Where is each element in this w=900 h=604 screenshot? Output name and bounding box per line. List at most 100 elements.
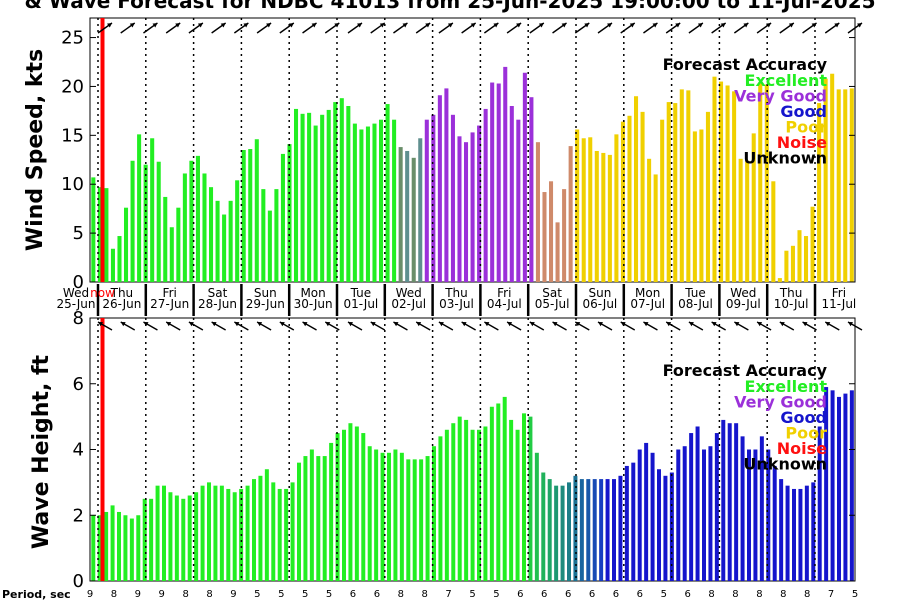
day-name-label: Tue xyxy=(684,286,706,300)
wave-bar xyxy=(168,492,173,581)
day-date-label: 01-Jul xyxy=(344,297,379,311)
wave-bar xyxy=(657,469,661,581)
wave-bar xyxy=(136,515,141,581)
wind-bar xyxy=(195,155,200,282)
wave-bar xyxy=(245,485,250,581)
wave-legend-excellent: Excellent xyxy=(745,377,828,396)
wind-bar xyxy=(352,123,357,282)
wave-direction-arrow-head xyxy=(370,322,376,327)
period-value: 8 xyxy=(398,589,404,600)
wave-direction-arrow-head xyxy=(552,322,558,327)
wave-bar xyxy=(271,482,276,582)
wave-bar xyxy=(213,485,218,581)
wave-bar xyxy=(612,479,616,581)
wind-bar xyxy=(784,250,789,282)
wave-bar xyxy=(740,436,745,581)
wind-bar xyxy=(326,109,331,282)
wave-bar xyxy=(110,505,115,581)
period-value: 6 xyxy=(541,589,547,600)
wave-bar xyxy=(187,495,192,581)
wind-direction-arrow-head xyxy=(857,23,862,28)
period-value: 6 xyxy=(350,589,356,600)
wind-bar xyxy=(189,160,194,282)
wave-bar xyxy=(785,485,790,581)
wind-bar xyxy=(503,66,508,282)
wind-bar xyxy=(732,91,737,282)
wind-direction-arrow-head xyxy=(584,23,590,28)
wind-ytick-label: 5 xyxy=(73,223,84,244)
wave-bar xyxy=(477,429,481,581)
wave-bar xyxy=(342,429,346,581)
wave-direction-arrow-head xyxy=(757,322,763,327)
wind-direction-arrow-head xyxy=(675,23,681,28)
wave-bar xyxy=(316,456,321,581)
wave-direction-arrow-head xyxy=(711,322,717,327)
day-date-label: 02-Jul xyxy=(391,297,426,311)
day-date-label: 11-Jul xyxy=(822,297,857,311)
wave-bar xyxy=(464,419,469,581)
wave-bar xyxy=(663,475,668,581)
wind-bar xyxy=(712,76,717,282)
wave-bar xyxy=(618,475,623,581)
wave-bar xyxy=(226,488,231,581)
wind-direction-arrow-head xyxy=(788,23,794,28)
wind-direction-arrow-head xyxy=(811,23,817,28)
wind-direction-arrow-head xyxy=(720,23,726,28)
wind-bar xyxy=(398,147,403,282)
wind-bar xyxy=(405,150,410,282)
period-value: 6 xyxy=(565,589,571,600)
wave-bar xyxy=(695,426,700,581)
wave-bar xyxy=(592,479,597,581)
wave-bar xyxy=(766,449,771,581)
wind-legend-unknown: Unknown xyxy=(743,149,827,168)
wave-bar xyxy=(181,498,186,581)
wind-direction-arrow-head xyxy=(107,23,112,28)
wave-bar xyxy=(849,390,854,581)
wave-direction-arrow-head xyxy=(234,322,240,327)
wave-bar xyxy=(322,456,327,581)
wind-direction-arrow-head xyxy=(152,23,158,28)
wind-bar xyxy=(261,189,266,282)
wave-bar xyxy=(329,442,334,581)
wave-bar xyxy=(721,419,726,581)
wind-direction-arrow-head xyxy=(470,23,476,28)
wind-bar xyxy=(705,111,710,283)
day-name-label: Fri xyxy=(497,286,511,300)
wave-bar xyxy=(174,495,179,581)
wind-bar xyxy=(176,207,181,282)
wind-direction-arrow-head xyxy=(243,23,249,28)
wave-bar xyxy=(759,436,764,581)
wind-direction-arrow-head xyxy=(516,23,522,28)
period-value: 8 xyxy=(780,589,786,600)
wind-bar xyxy=(130,160,135,282)
wave-bar xyxy=(91,515,96,581)
day-date-label: 26-Jun xyxy=(102,297,141,311)
wave-bar xyxy=(772,465,777,581)
wind-bar xyxy=(719,81,724,282)
wave-bar xyxy=(502,396,507,581)
period-value: 5 xyxy=(493,589,499,600)
wind-bar xyxy=(490,82,495,282)
wind-bar xyxy=(607,154,612,282)
period-value: 8 xyxy=(804,589,810,600)
wind-bar xyxy=(267,210,272,282)
wave-bar xyxy=(528,416,533,582)
day-date-label: 04-Jul xyxy=(487,297,522,311)
period-value: 5 xyxy=(469,589,475,600)
day-date-label: 08-Jul xyxy=(678,297,713,311)
wave-bar xyxy=(361,433,366,581)
wave-bar xyxy=(303,456,308,581)
wave-ytick-label: 8 xyxy=(73,308,84,329)
wave-bar xyxy=(817,426,822,581)
wind-direction-arrow-head xyxy=(425,23,431,28)
wave-bar xyxy=(727,423,732,581)
wave-bar xyxy=(399,452,404,581)
wave-bar xyxy=(554,485,559,581)
wind-legend-very-good: Very Good xyxy=(734,87,827,106)
wind-bar xyxy=(836,89,841,282)
period-value: 9 xyxy=(159,589,165,600)
day-name-label: Thu xyxy=(779,286,803,300)
wind-panel: 0 5 10 15 20 25 Forecast AccuracyExcellentVery… xyxy=(61,17,863,293)
wind-bar xyxy=(738,158,743,282)
wind-bar xyxy=(379,119,384,282)
